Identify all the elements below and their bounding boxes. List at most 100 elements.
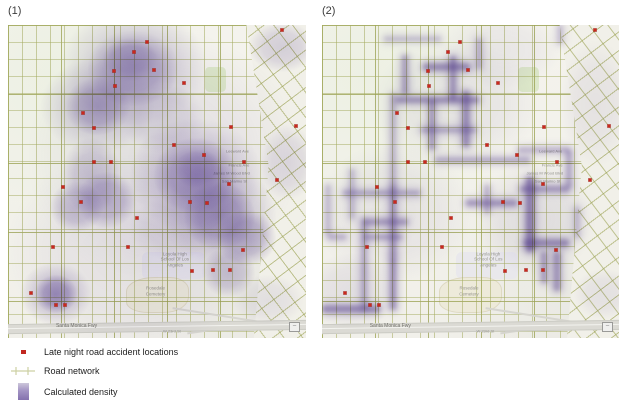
density-blob (216, 209, 277, 266)
density-blob (64, 78, 131, 135)
density-blob (174, 150, 223, 188)
density-blob (162, 165, 277, 266)
accident-point (54, 303, 58, 307)
density-segment (327, 234, 346, 240)
street-label: Rosedale Cemetery (146, 285, 166, 296)
density-blob (88, 31, 178, 107)
density-blob (201, 247, 256, 298)
density-blob (28, 31, 298, 282)
density-segment (361, 219, 367, 310)
accident-point (393, 200, 397, 204)
accident-point (229, 125, 233, 129)
density-segment (518, 147, 569, 153)
density-layer-2-wash (322, 25, 619, 338)
accident-point (449, 216, 453, 220)
density-blob (121, 84, 205, 154)
accident-point (365, 245, 369, 249)
accident-point (112, 69, 116, 73)
density-blob (559, 40, 619, 166)
accident-point (542, 125, 546, 129)
accident-point (524, 268, 528, 272)
accident-point (555, 160, 559, 164)
density-segment (541, 251, 548, 283)
street-label: Francis Ave (542, 162, 563, 167)
accident-point (205, 201, 209, 205)
density-segment (484, 184, 490, 213)
density-segment (349, 168, 355, 220)
accident-point (368, 303, 372, 307)
density-segment (342, 190, 420, 196)
street-label: James M Wood Blvd (526, 170, 563, 175)
accident-point (466, 68, 470, 72)
accident-point (458, 40, 462, 44)
accident-point (343, 291, 347, 295)
map-artifact-icon: – (289, 322, 300, 332)
legend-item-road-network: Road network (8, 363, 178, 378)
density-segment (421, 127, 477, 133)
density-segment (553, 251, 561, 292)
density-blob (130, 118, 262, 232)
accident-point (227, 182, 231, 186)
density-blob (61, 25, 205, 126)
legend-label: Road network (44, 365, 100, 376)
accident-point-icon (8, 349, 38, 354)
density-segment (476, 37, 482, 69)
map-network-density: Loyola High School Of Los Angeles Rosedal… (322, 25, 619, 338)
accident-point (228, 268, 232, 272)
street-label: James M Wood Blvd (213, 170, 250, 175)
legend-label: Calculated density (44, 386, 118, 397)
legend-item-accidents: Late night road accident locations (8, 344, 178, 359)
accident-point (501, 200, 505, 204)
accident-dots-layer (322, 25, 619, 338)
legend: Late night road accident locations Road … (8, 344, 178, 401)
accident-point (607, 124, 611, 128)
accident-point (145, 40, 149, 44)
accident-point (426, 69, 430, 73)
accident-point (518, 201, 522, 205)
density-blob (34, 275, 77, 313)
accident-point (132, 50, 136, 54)
density-blob (130, 197, 214, 260)
panel-label-1: (1) (8, 5, 22, 17)
accident-point (51, 245, 55, 249)
street-label: Loyola High School Of Los Angeles (161, 251, 189, 268)
street-label: San Marino St (222, 178, 247, 183)
density-segment (557, 25, 563, 44)
density-blob (261, 125, 306, 201)
density-blob (440, 25, 560, 88)
density-segment (363, 234, 403, 240)
accident-point (446, 50, 450, 54)
road-network-icon (8, 365, 38, 377)
accident-point (152, 68, 156, 72)
density-segment (449, 56, 456, 101)
density-blob (249, 25, 306, 72)
accident-point (63, 303, 67, 307)
accident-point (406, 126, 410, 130)
density-segment (384, 36, 441, 42)
density-segment (401, 54, 408, 94)
density-segment (422, 63, 470, 71)
density-segment (390, 93, 396, 185)
density-blob (103, 37, 157, 82)
accident-point (190, 269, 194, 273)
panel-label-2: (2) (322, 5, 336, 17)
accident-point (440, 245, 444, 249)
accident-point (61, 185, 65, 189)
street-labels-layer: Loyola High School Of Los Angeles Rosedal… (8, 25, 306, 338)
density-layer-1 (8, 25, 306, 338)
density-segment (396, 97, 480, 104)
accident-point (241, 248, 245, 252)
accident-point (135, 216, 139, 220)
density-blob (231, 275, 304, 326)
accident-point (485, 143, 489, 147)
legend-item-density: Calculated density (8, 382, 178, 401)
street-label: Santa Monica Fwy (370, 323, 411, 330)
map-kernel-density: Loyola High School Of Los Angeles Rosedal… (8, 25, 306, 338)
accident-point (427, 84, 431, 88)
density-blob (76, 172, 137, 229)
accident-point (79, 200, 83, 204)
density-segment (363, 219, 409, 226)
street-label: Rosedale Cemetery (459, 285, 479, 297)
density-segment (565, 150, 572, 188)
